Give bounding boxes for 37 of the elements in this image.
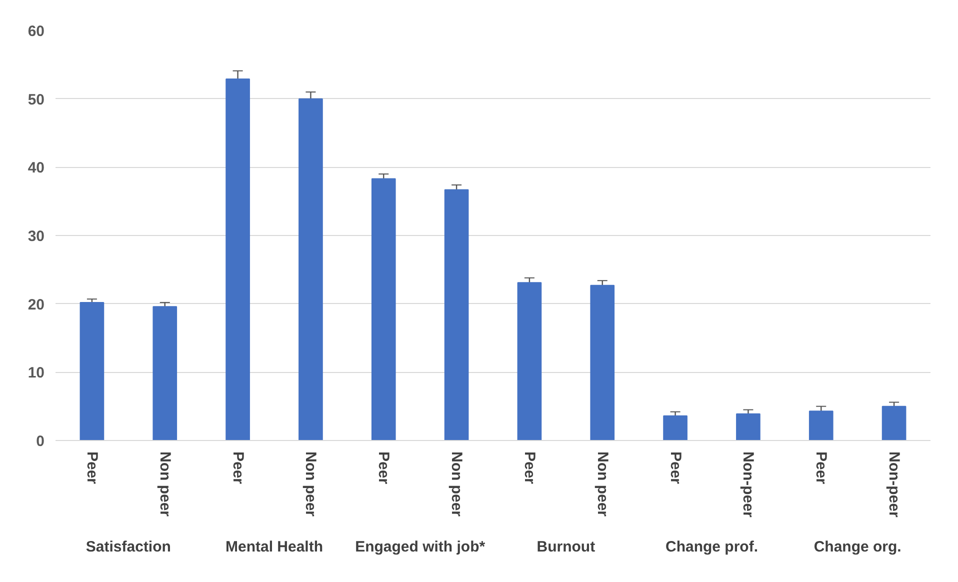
bar: [517, 282, 542, 440]
bar: [371, 178, 396, 440]
bar: [152, 306, 178, 440]
x-tick-label: Non-peer: [740, 452, 757, 518]
text: Change prof.: [666, 538, 758, 556]
y-tick-label: 10: [28, 364, 45, 382]
bar: [80, 302, 104, 440]
bar: [808, 410, 834, 440]
x-tick-label: Peer: [375, 452, 392, 484]
text: Mental Health: [225, 538, 324, 556]
y-tick-label: 50: [28, 91, 45, 108]
bar: [298, 98, 323, 440]
y-tick-label: 20: [28, 296, 45, 314]
x-tick-label: Peer: [520, 452, 538, 484]
bar: [444, 189, 469, 440]
bar: [736, 413, 760, 440]
x-tick-label: Non peer: [302, 452, 320, 517]
bar: [882, 406, 906, 440]
x-tick-label: Non peer: [156, 452, 174, 517]
x-tick-label: Peer: [666, 452, 684, 484]
text: Burnout: [536, 538, 596, 556]
x-tick-label: Peer: [812, 452, 830, 484]
text: Engaged with job*: [355, 538, 486, 556]
y-tick-label: 60: [28, 23, 45, 40]
y-tick-label: 30: [28, 228, 45, 245]
y-tick-label: 0: [36, 433, 44, 450]
x-tick-label: Peer: [83, 452, 100, 484]
bar: [663, 415, 688, 440]
text: Satisfaction: [86, 538, 171, 556]
x-tick-label: Non-peer: [886, 452, 903, 518]
x-tick-label: Non peer: [594, 452, 611, 517]
x-tick-label: Non peer: [448, 452, 466, 517]
bar: [590, 284, 615, 440]
text: Change org.: [814, 538, 902, 556]
x-tick-label: Peer: [229, 452, 246, 484]
y-tick-label: 40: [28, 160, 45, 177]
bar: [226, 78, 250, 440]
